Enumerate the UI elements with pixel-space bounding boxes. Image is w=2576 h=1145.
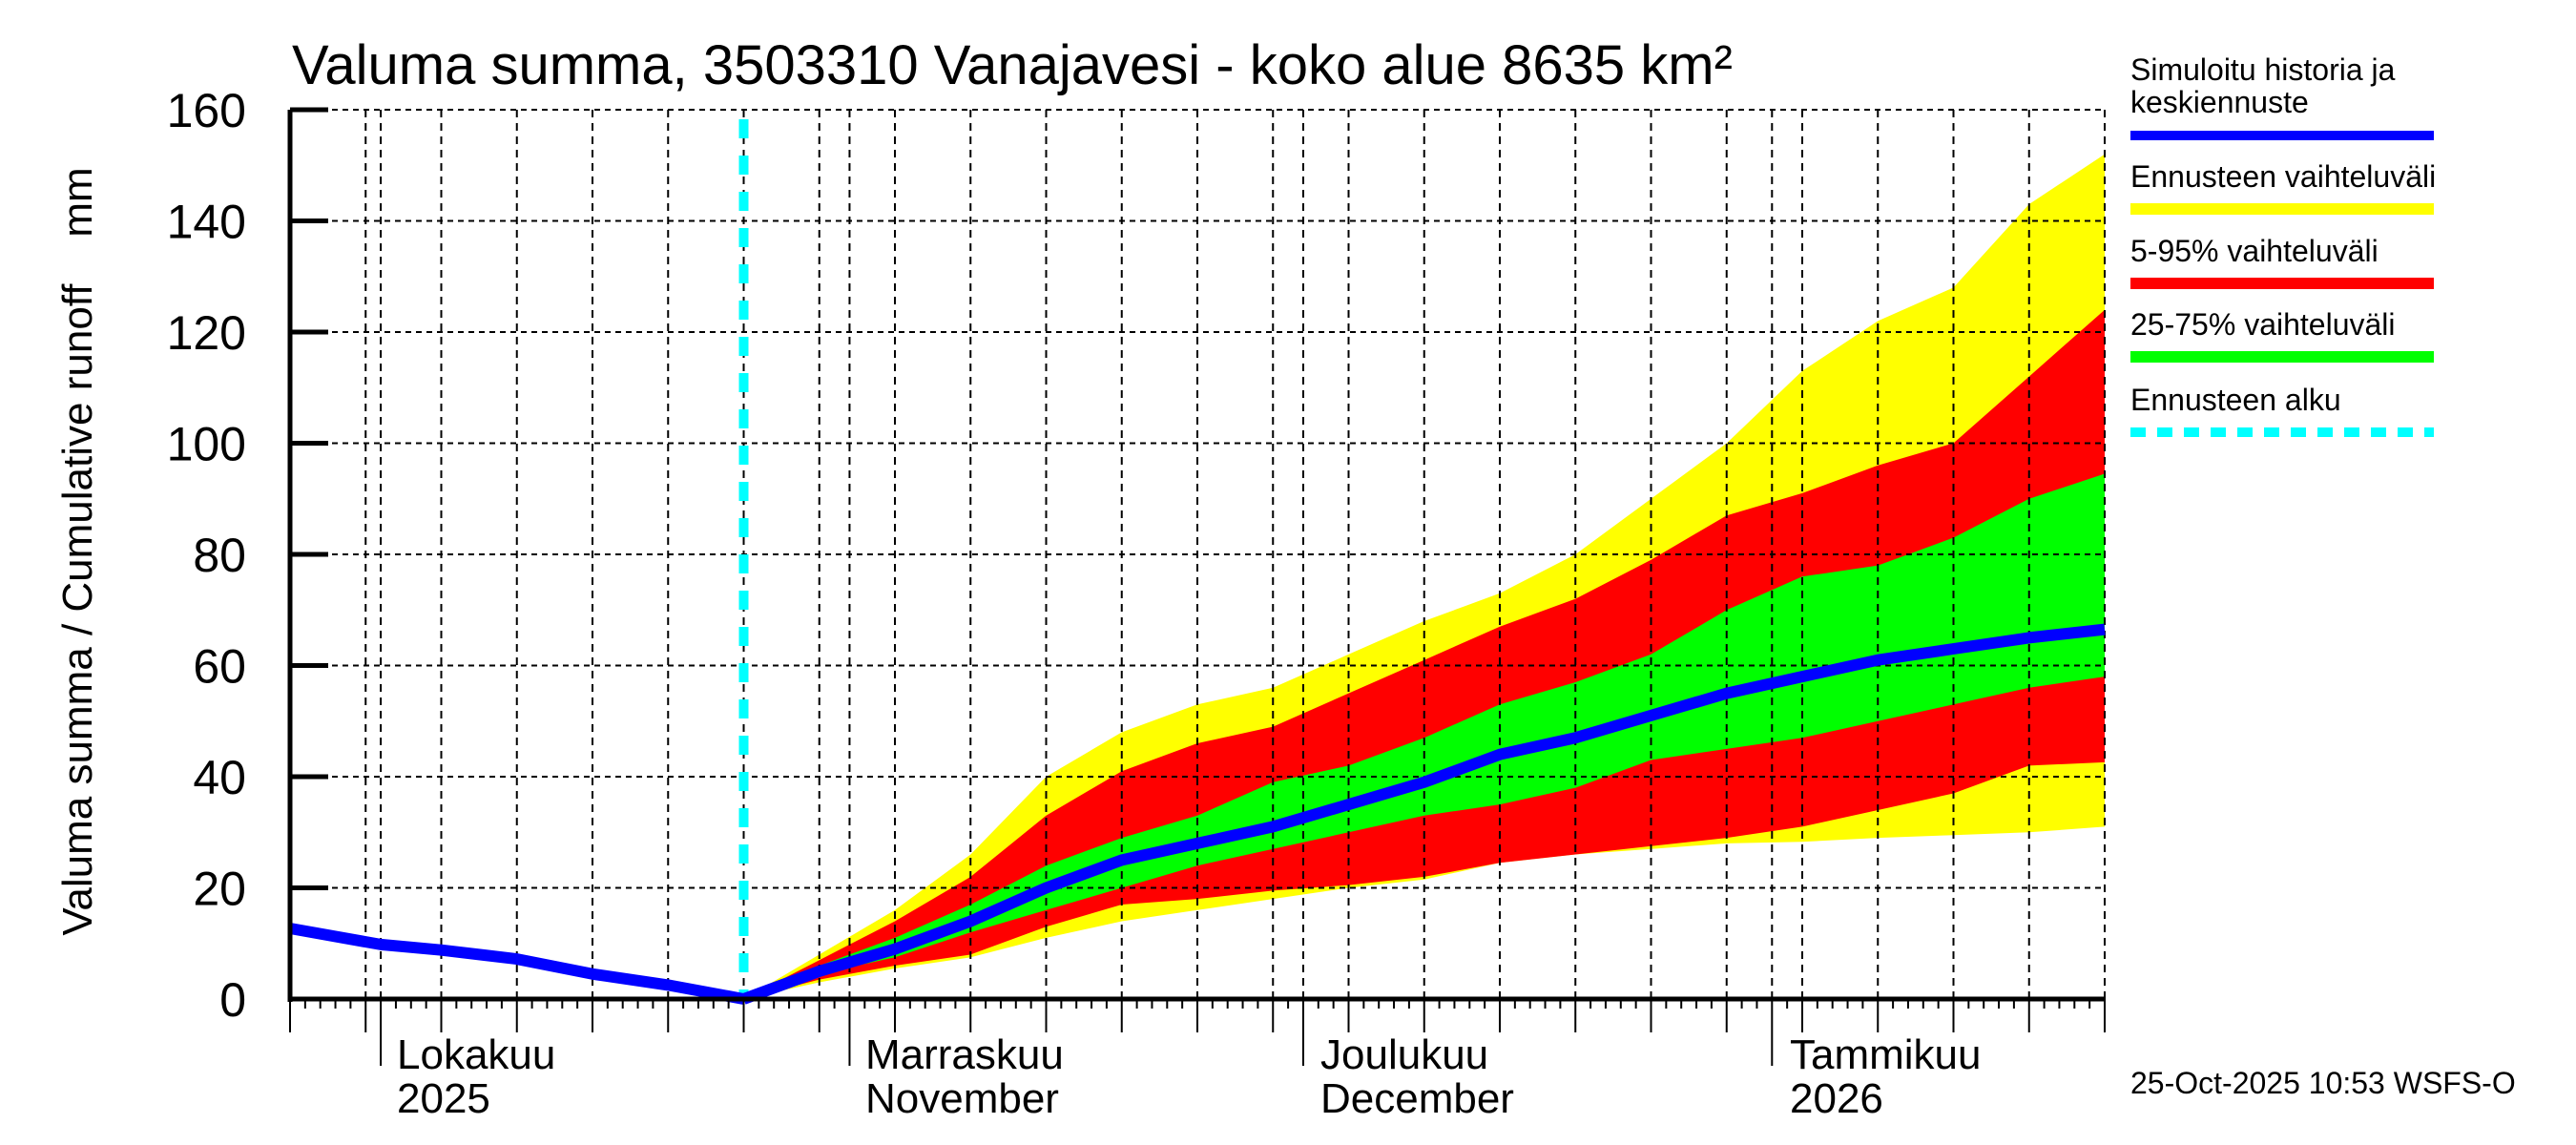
legend-median-label-1: Simuloitu historia ja bbox=[2130, 52, 2396, 87]
legend-range-25-75-label: 25-75% vaihteluväli bbox=[2130, 307, 2396, 342]
legend-range-5-95-label: 5-95% vaihteluväli bbox=[2130, 234, 2379, 268]
y-tick-label: 80 bbox=[193, 529, 246, 582]
legend-range-25-75-swatch bbox=[2130, 351, 2434, 363]
median-forecast-line bbox=[741, 623, 2106, 1005]
y-tick-label: 100 bbox=[167, 418, 246, 471]
y-axis-label: Valuma summa / Cumulative runoff mm bbox=[54, 167, 101, 935]
month-labels: Lokakuu 2025 Marraskuu November Joulukuu… bbox=[397, 1031, 1982, 1122]
y-tick-label: 0 bbox=[219, 973, 246, 1027]
month-label-jan-line2: 2026 bbox=[1790, 1075, 1883, 1122]
month-label-dec-line1: Joulukuu bbox=[1320, 1031, 1488, 1078]
y-tick-label: 20 bbox=[193, 863, 246, 916]
legend-median-label-2: keskiennuste bbox=[2130, 85, 2309, 119]
month-label-dec-line2: December bbox=[1320, 1075, 1514, 1122]
y-tick-label: 140 bbox=[167, 196, 246, 249]
y-tick-label: 40 bbox=[193, 751, 246, 804]
y-tick-label: 120 bbox=[167, 306, 246, 360]
band-25-75 bbox=[743, 473, 2105, 999]
chart-title: Valuma summa, 3503310 Vanajavesi - koko … bbox=[292, 34, 1733, 96]
x-ticks bbox=[289, 999, 2106, 1066]
month-label-oct-line2: 2025 bbox=[397, 1075, 490, 1122]
grid-lines bbox=[290, 109, 2106, 999]
month-label-oct-line1: Lokakuu bbox=[397, 1031, 555, 1078]
timestamp-footer: 25-Oct-2025 10:53 WSFS-O bbox=[2130, 1066, 2516, 1100]
legend-forecast-start-label: Ennusteen alku bbox=[2130, 383, 2341, 417]
series-lines bbox=[288, 119, 2106, 1005]
legend-range-full-swatch bbox=[2130, 203, 2434, 215]
legend-range-5-95-swatch bbox=[2130, 278, 2434, 289]
y-tick-label: 60 bbox=[193, 640, 246, 694]
month-label-nov-line2: November bbox=[865, 1075, 1059, 1122]
forecast-bands bbox=[743, 154, 2105, 1000]
legend-median-swatch bbox=[2130, 131, 2434, 140]
history-line bbox=[288, 923, 745, 1005]
legend: Simuloitu historia ja keskiennuste Ennus… bbox=[2130, 52, 2436, 437]
legend-range-full-label: Ennusteen vaihteluväli bbox=[2130, 159, 2436, 194]
band-5-95 bbox=[743, 309, 2105, 999]
y-tick-labels: 0 20 40 60 80 100 120 140 160 bbox=[167, 84, 328, 1027]
month-label-nov-line1: Marraskuu bbox=[865, 1031, 1064, 1078]
y-tick-label: 160 bbox=[167, 84, 246, 137]
month-label-jan-line1: Tammikuu bbox=[1790, 1031, 1982, 1078]
